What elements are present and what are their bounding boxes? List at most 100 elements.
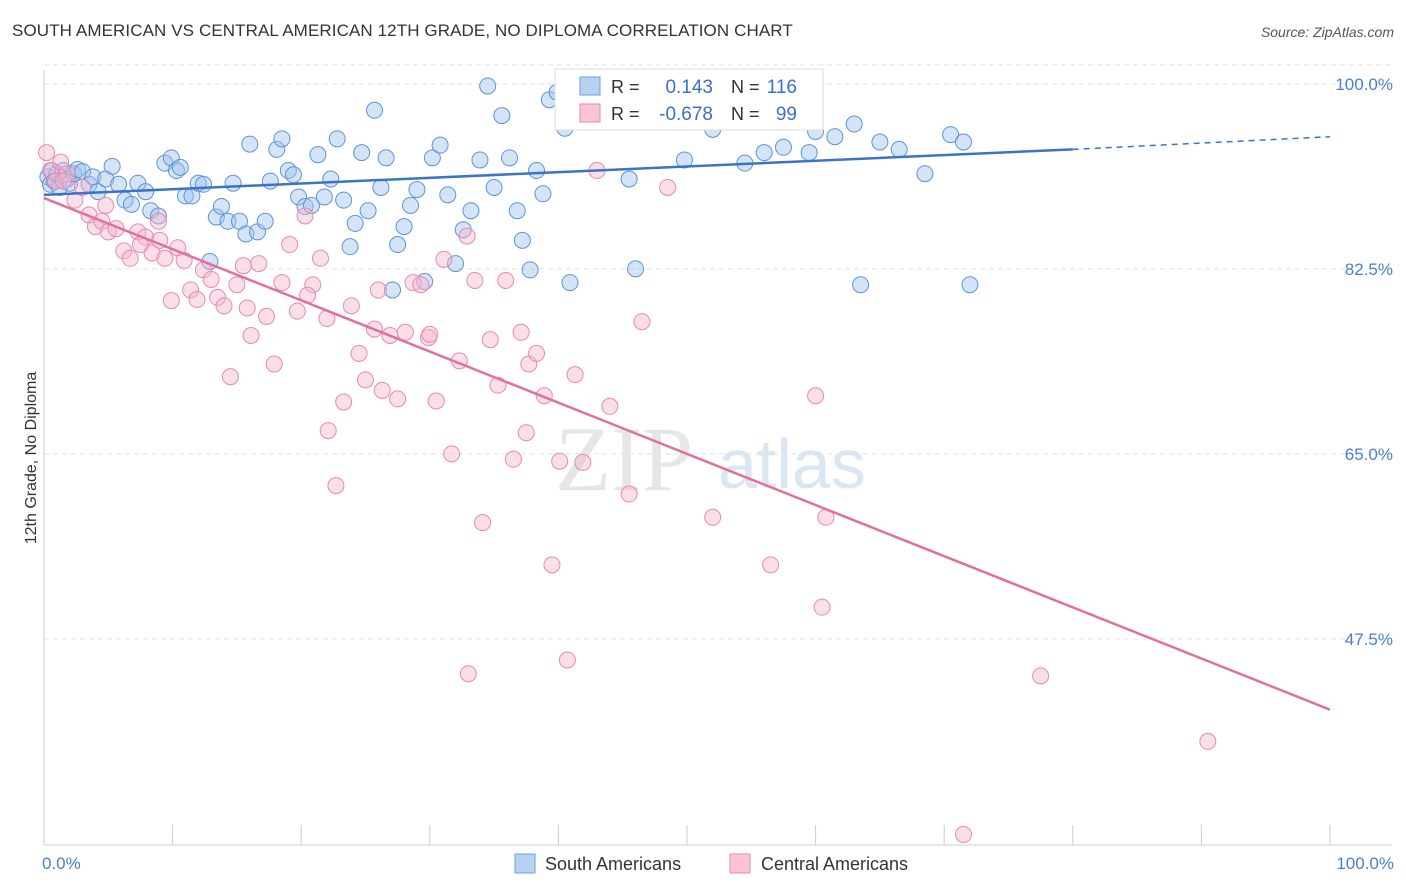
- south-american-point-31: [194, 175, 212, 193]
- south-american-point-44: [273, 130, 291, 148]
- central-american-point-38: [296, 207, 314, 225]
- central-american-point-79: [659, 178, 677, 196]
- south-american-point-41: [256, 212, 274, 230]
- south-american-point-98: [675, 151, 693, 169]
- central-american-point-45: [350, 344, 368, 362]
- south-american-point-61: [377, 149, 395, 167]
- legend-blue-n-value: 116: [767, 77, 797, 98]
- central-american-point-27: [215, 297, 233, 315]
- series-legend: South Americans Central Americans: [514, 853, 908, 874]
- y-tick-labels: 47.5% 65.0% 82.5% 100.0%: [1335, 75, 1393, 649]
- south-american-point-70: [439, 186, 457, 204]
- south-american-point-108: [845, 115, 863, 133]
- south-american-point-53: [328, 130, 346, 148]
- south-american-point-103: [755, 144, 773, 162]
- south-american-point-55: [341, 238, 359, 256]
- series-legend-central-americans: Central Americans: [761, 854, 908, 874]
- south-american-point-13: [84, 168, 102, 186]
- legend-blue-swatch: [579, 76, 601, 96]
- south-american-point-83: [534, 185, 552, 203]
- south-american-point-39: [241, 135, 259, 153]
- central-american-point-76: [601, 397, 619, 415]
- central-american-point-87: [1199, 732, 1217, 750]
- south-american-point-68: [423, 149, 441, 167]
- south-american-point-65: [402, 196, 420, 214]
- legend-blue-r-value: 0.143: [665, 77, 713, 98]
- central-american-point-72: [558, 651, 576, 669]
- central-american-point-18: [156, 249, 174, 267]
- south-american-point-105: [800, 144, 818, 162]
- south-american-point-47: [290, 188, 308, 206]
- central-american-point-13: [121, 249, 139, 267]
- south-american-point-107: [826, 128, 844, 146]
- south-americans-trend-line: [43, 148, 1073, 197]
- watermark-zip: ZIP: [555, 408, 693, 510]
- south-american-point-43: [268, 140, 286, 158]
- central-american-point-31: [242, 326, 260, 344]
- south-american-point-51: [315, 188, 333, 206]
- trend-lines: [43, 135, 1331, 711]
- stats-legend: R = 0.143 N = 116 R = -0.678 N = 99: [554, 68, 824, 131]
- south-american-point-49: [302, 196, 320, 214]
- south-american-point-59: [366, 101, 384, 119]
- central-american-point-92: [517, 424, 535, 442]
- central-american-point-88: [54, 172, 72, 190]
- central-american-point-43: [335, 393, 353, 411]
- central-american-point-28: [221, 368, 239, 386]
- series-legend-blue-swatch: [514, 853, 536, 874]
- south-american-point-114: [954, 133, 972, 151]
- x-tick-max: 100.0%: [1336, 854, 1394, 873]
- legend-pink-r-value: -0.678: [659, 104, 713, 125]
- central-american-point-70: [543, 556, 561, 574]
- central-american-point-37: [288, 302, 306, 320]
- south-american-point-115: [961, 276, 979, 294]
- series-legend-south-americans: South Americans: [545, 854, 681, 874]
- central-american-point-39: [304, 276, 322, 294]
- x-tick-min: 0.0%: [42, 854, 81, 873]
- central-american-point-26: [209, 288, 227, 306]
- x-axis-ticks: [43, 825, 1331, 845]
- south-american-point-27: [171, 158, 189, 176]
- central-american-point-16: [143, 244, 161, 262]
- central-american-point-29: [228, 276, 246, 294]
- central-american-point-93: [459, 665, 477, 683]
- south-american-point-104: [774, 138, 792, 156]
- south-american-point-63: [389, 236, 407, 254]
- south-american-point-75: [479, 77, 497, 95]
- watermark-atlas: atlas: [718, 425, 866, 503]
- south-american-point-52: [322, 170, 340, 188]
- south-american-point-82: [528, 162, 546, 180]
- y-axis-label: 12th Grade, No Diploma: [23, 372, 40, 545]
- central-american-point-80: [704, 508, 722, 526]
- south-american-point-36: [224, 174, 242, 192]
- south-american-point-62: [384, 281, 402, 299]
- south-american-point-50: [309, 146, 327, 164]
- south-american-point-69: [431, 136, 449, 154]
- central-american-point-59: [458, 227, 476, 245]
- central-american-point-44: [342, 297, 360, 315]
- south-american-point-25: [162, 149, 180, 167]
- south-american-point-113: [942, 126, 960, 144]
- south-american-point-112: [916, 165, 934, 183]
- south-american-point-111: [890, 140, 908, 158]
- central-american-point-78: [633, 313, 651, 331]
- central-american-point-19: [162, 292, 180, 310]
- central-american-point-82: [807, 387, 825, 405]
- south-american-point-77: [493, 107, 511, 125]
- y-tick-label-1: 65.0%: [1345, 445, 1393, 464]
- central-american-point-97: [421, 325, 439, 343]
- central-american-point-41: [319, 422, 337, 440]
- legend-pink-swatch: [579, 103, 601, 123]
- central-american-point-0: [38, 144, 56, 162]
- south-american-point-8: [61, 174, 79, 192]
- central-american-point-42: [327, 477, 345, 495]
- south-american-point-109: [852, 276, 870, 294]
- y-tick-label-0: 47.5%: [1345, 630, 1393, 649]
- central-american-point-86: [1032, 667, 1050, 685]
- central-american-point-91: [369, 281, 387, 299]
- south-american-point-17: [110, 175, 128, 193]
- central-american-point-56: [435, 250, 453, 268]
- central-american-point-85: [954, 825, 972, 843]
- south-american-point-35: [219, 212, 237, 230]
